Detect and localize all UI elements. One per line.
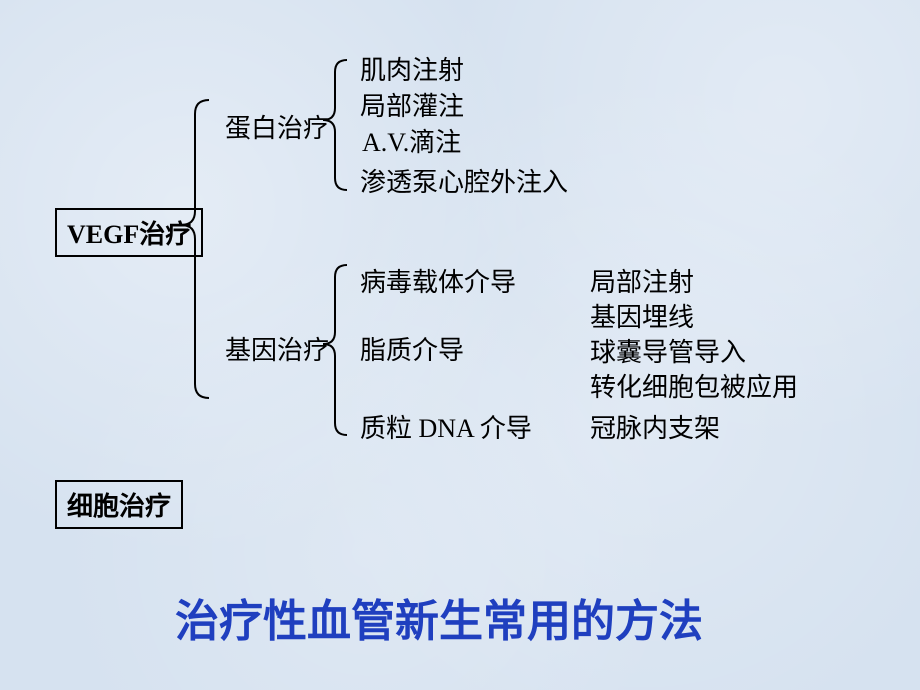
brace-gene xyxy=(323,265,347,435)
brace-protein xyxy=(323,60,347,190)
brace-root xyxy=(181,100,209,398)
braces-svg xyxy=(0,0,920,690)
